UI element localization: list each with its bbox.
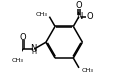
Text: O: O [76,1,82,10]
Text: H: H [31,49,36,55]
Text: N: N [31,44,37,53]
Text: CH₃: CH₃ [11,58,23,63]
Text: CH₃: CH₃ [35,12,47,17]
Text: O: O [86,12,93,21]
Text: O: O [20,33,26,42]
Text: N: N [76,12,82,21]
Text: CH₃: CH₃ [81,68,93,73]
